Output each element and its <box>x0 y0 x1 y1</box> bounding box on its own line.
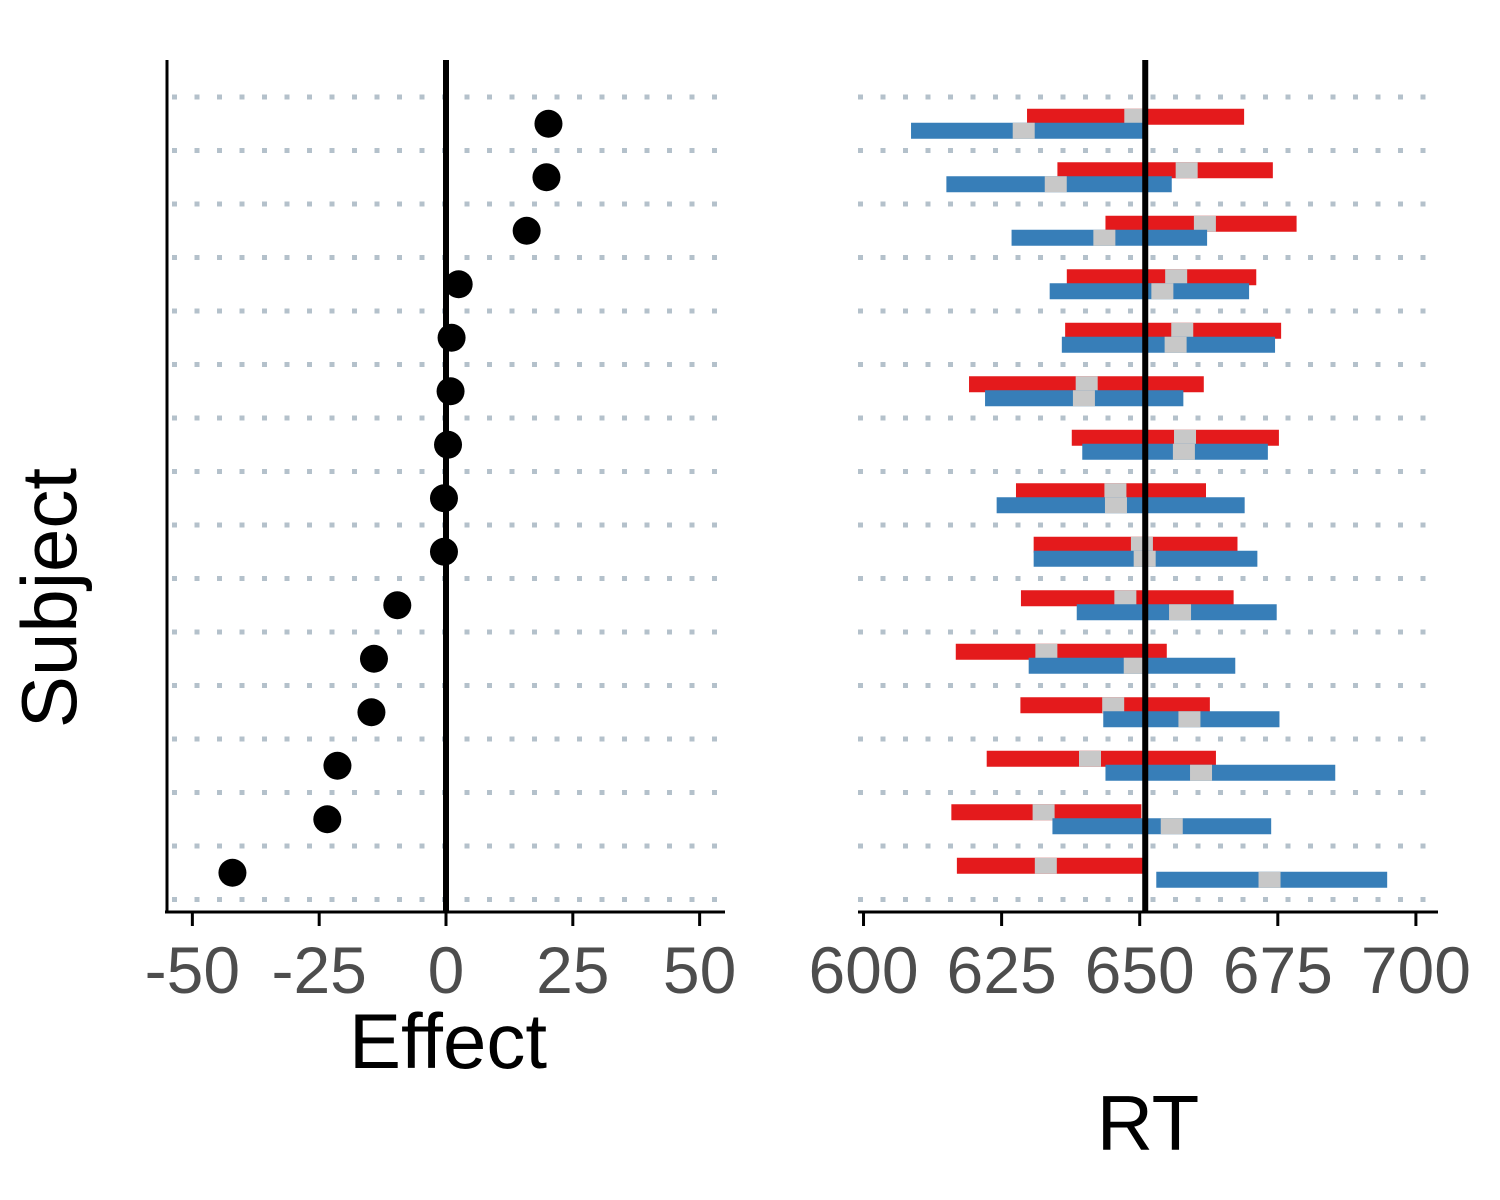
rt-mean-marker <box>1258 871 1281 888</box>
effect-point <box>429 537 458 566</box>
rt-mean-marker <box>1151 283 1174 300</box>
rt-mean-marker <box>1174 429 1197 446</box>
effect-point <box>313 805 342 834</box>
rt-mean-marker <box>1079 750 1101 767</box>
rt-tick-label: 625 <box>947 933 1057 1007</box>
effect-point <box>534 109 563 138</box>
rt-mean-marker <box>1032 804 1055 821</box>
rt-x-axis-title: RT <box>1097 1079 1200 1167</box>
rt-condition-1-interval <box>986 750 1216 767</box>
rt-condition-2-interval <box>1105 764 1336 781</box>
rt-mean-marker <box>1178 711 1201 728</box>
rt-condition-1-interval <box>955 643 1167 660</box>
rt-tick-label: 700 <box>1361 933 1471 1007</box>
effect-tick-label: 25 <box>536 933 609 1007</box>
subject-y-axis-title: Subject <box>5 468 93 728</box>
effect-tick-label: 50 <box>663 933 736 1007</box>
effect-tick-label: 0 <box>428 933 465 1007</box>
rt-mean-marker <box>1123 657 1146 674</box>
rt-mean-marker <box>1165 269 1188 286</box>
effect-point <box>323 751 352 780</box>
effect-x-ticks: -50 -25 0 25 50 <box>145 912 736 1007</box>
rt-condition-1-interval <box>1066 269 1257 286</box>
effect-point <box>512 216 541 245</box>
effect-points <box>218 109 563 887</box>
rt-mean-marker <box>1169 604 1192 621</box>
rt-condition-1-interval <box>1057 162 1273 179</box>
rt-x-ticks: 600 625 650 675 700 <box>808 912 1471 1007</box>
rt-mean-marker <box>1035 643 1058 660</box>
rt-panel: 600 625 650 675 700 RT <box>808 60 1471 1167</box>
effect-point <box>434 430 463 459</box>
effect-panel: -50 -25 0 25 50 Effect Subject <box>5 60 736 1085</box>
rt-mean-marker <box>1072 390 1095 407</box>
rt-mean-marker <box>1075 376 1098 393</box>
effect-point <box>436 377 465 406</box>
effect-point <box>357 698 386 727</box>
effect-point <box>218 858 247 887</box>
effect-point <box>383 591 412 620</box>
rt-mean-marker <box>1044 176 1067 193</box>
effect-tick-label: -25 <box>271 933 366 1007</box>
rt-tick-label: 600 <box>808 933 918 1007</box>
rt-condition-2-interval <box>1049 283 1250 300</box>
rt-mean-marker <box>1034 857 1057 874</box>
rt-mean-marker <box>1104 483 1127 500</box>
effect-tick-label: -50 <box>145 933 240 1007</box>
rt-tick-label: 650 <box>1085 933 1195 1007</box>
rt-mean-marker <box>1093 229 1116 246</box>
effect-point <box>532 163 561 192</box>
effect-point <box>359 644 388 673</box>
rt-tick-label: 675 <box>1223 933 1333 1007</box>
rt-mean-marker <box>1104 497 1127 514</box>
rt-mean-marker <box>1171 322 1194 339</box>
rt-mean-marker <box>1124 108 1147 125</box>
rt-mean-marker <box>1193 215 1216 232</box>
effect-point <box>429 484 458 513</box>
rt-mean-marker <box>1164 336 1187 353</box>
rt-mean-marker <box>1160 818 1183 835</box>
effect-point <box>437 323 466 352</box>
rt-mean-marker <box>1175 162 1198 179</box>
rt-mean-marker <box>1190 764 1213 781</box>
rt-mean-marker <box>1012 122 1035 139</box>
effect-x-axis-title: Effect <box>349 997 547 1085</box>
rt-mean-marker <box>1130 536 1153 553</box>
rt-mean-marker <box>1102 697 1125 714</box>
rt-interval-bars <box>911 108 1388 888</box>
rt-mean-marker <box>1114 590 1137 607</box>
effect-point <box>444 270 473 299</box>
rt-mean-marker <box>1172 443 1195 460</box>
